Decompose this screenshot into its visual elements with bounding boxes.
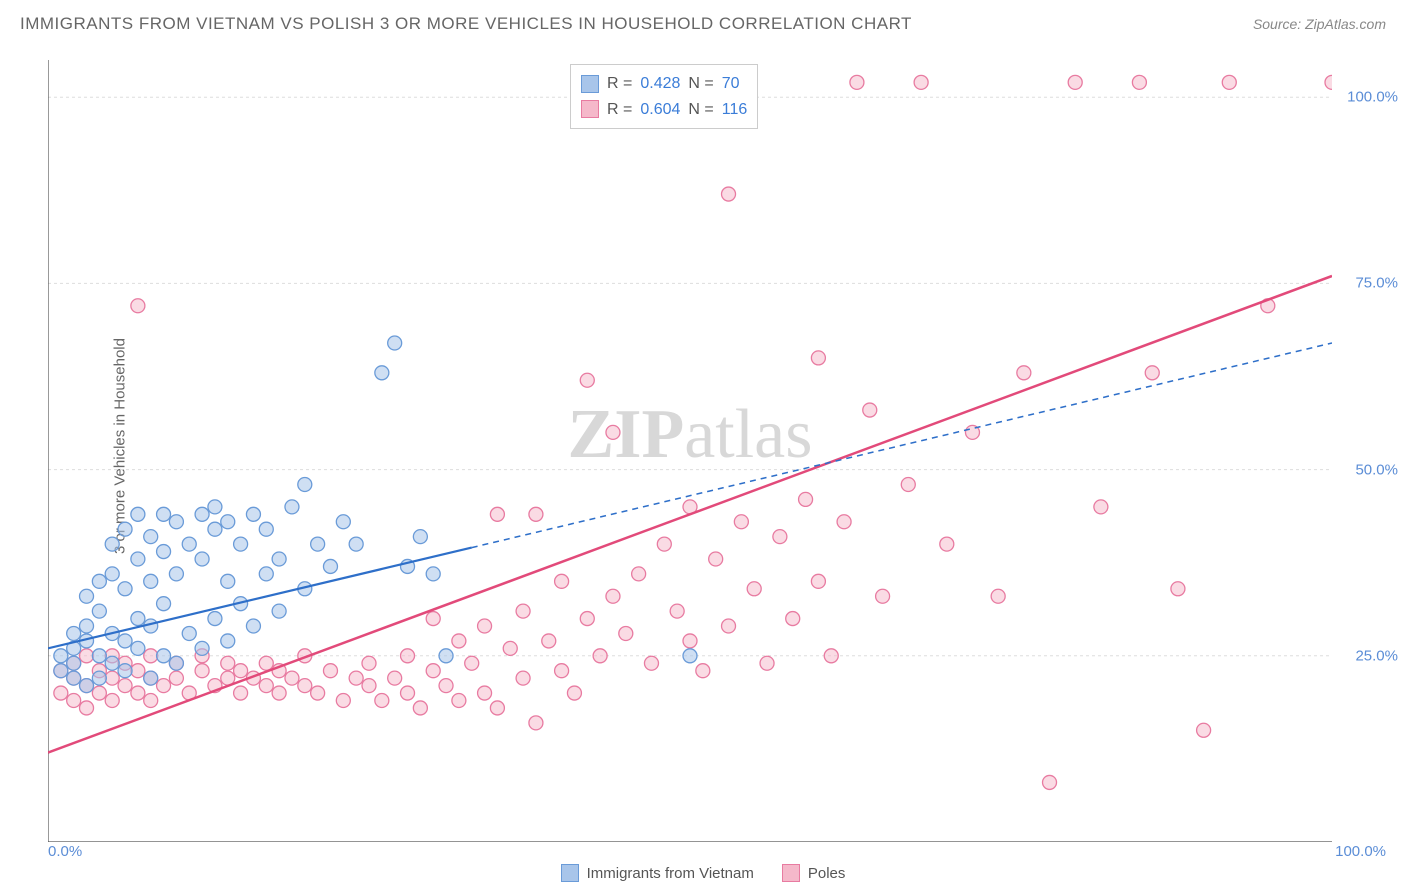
x-axis-max-label: 100.0% [1335, 843, 1386, 860]
scatter-chart [48, 60, 1332, 842]
y-tick-label: 25.0% [1355, 647, 1398, 664]
x-axis-min-label: 0.0% [48, 843, 82, 860]
legend-label-vietnam: Immigrants from Vietnam [587, 865, 754, 882]
legend-swatch-vietnam-icon [561, 864, 579, 882]
legend-swatch-vietnam [581, 75, 599, 93]
legend-swatch-poles [581, 100, 599, 118]
page-title: IMMIGRANTS FROM VIETNAM VS POLISH 3 OR M… [20, 14, 912, 34]
y-tick-label: 50.0% [1355, 461, 1398, 478]
legend-label-poles: Poles [808, 865, 846, 882]
y-tick-label: 75.0% [1355, 275, 1398, 292]
bottom-legend: Immigrants from Vietnam Poles [0, 864, 1406, 882]
stats-legend-box: R = 0.428 N = 70 R = 0.604 N = 116 [570, 64, 758, 129]
source-label: Source: ZipAtlas.com [1253, 16, 1386, 32]
y-tick-label: 100.0% [1347, 89, 1398, 106]
legend-swatch-poles-icon [782, 864, 800, 882]
chart-container: ZIPatlas R = 0.428 N = 70 R = 0.604 N = … [48, 60, 1332, 842]
